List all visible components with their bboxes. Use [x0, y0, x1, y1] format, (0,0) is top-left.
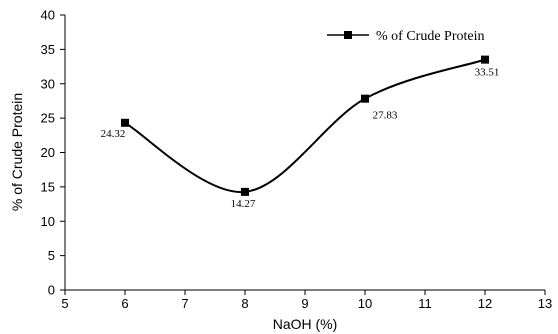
x-tick-label: 7 [181, 296, 188, 311]
x-tick-label: 5 [61, 296, 68, 311]
y-axis-title: % of Crude Protein [9, 93, 25, 211]
data-point-marker [361, 94, 369, 103]
data-label: 24.32 [101, 128, 126, 140]
legend: % of Crude Protein [327, 29, 484, 44]
x-tick-label: 13 [538, 296, 552, 311]
x-tick-label: 6 [121, 296, 128, 311]
x-ticks: 5 6 7 8 9 10 11 12 13 [61, 290, 552, 311]
y-tick-label: 30 [41, 76, 55, 91]
series-line [124, 58, 486, 193]
y-tick-label: 10 [41, 214, 55, 229]
data-point-marker [121, 118, 129, 127]
legend-label: % of Crude Protein [376, 29, 484, 44]
data-point-marker [481, 55, 489, 64]
y-ticks: 0 5 10 15 20 25 30 35 40 [41, 8, 65, 298]
x-tick-label: 10 [358, 296, 372, 311]
x-axis-title: NaOH (%) [273, 316, 338, 332]
markers [121, 55, 489, 196]
y-tick-label: 40 [41, 8, 55, 23]
x-tick-label: 12 [478, 296, 492, 311]
x-tick-label: 8 [241, 296, 248, 311]
data-label: 33.51 [475, 67, 500, 79]
y-tick-label: 15 [41, 179, 55, 194]
x-tick-label: 9 [301, 296, 308, 311]
y-tick-label: 5 [48, 248, 55, 263]
data-label: 14.27 [231, 198, 256, 210]
x-tick-label: 11 [418, 296, 432, 311]
y-tick-label: 25 [41, 111, 55, 126]
y-tick-label: 35 [41, 42, 55, 57]
legend-marker [344, 31, 352, 39]
data-label: 27.83 [373, 110, 398, 122]
y-tick-label: 20 [41, 145, 55, 160]
data-point-marker [241, 187, 249, 196]
data-labels: 24.32 14.27 27.83 33.51 [101, 67, 500, 210]
y-tick-label: 0 [48, 283, 55, 298]
